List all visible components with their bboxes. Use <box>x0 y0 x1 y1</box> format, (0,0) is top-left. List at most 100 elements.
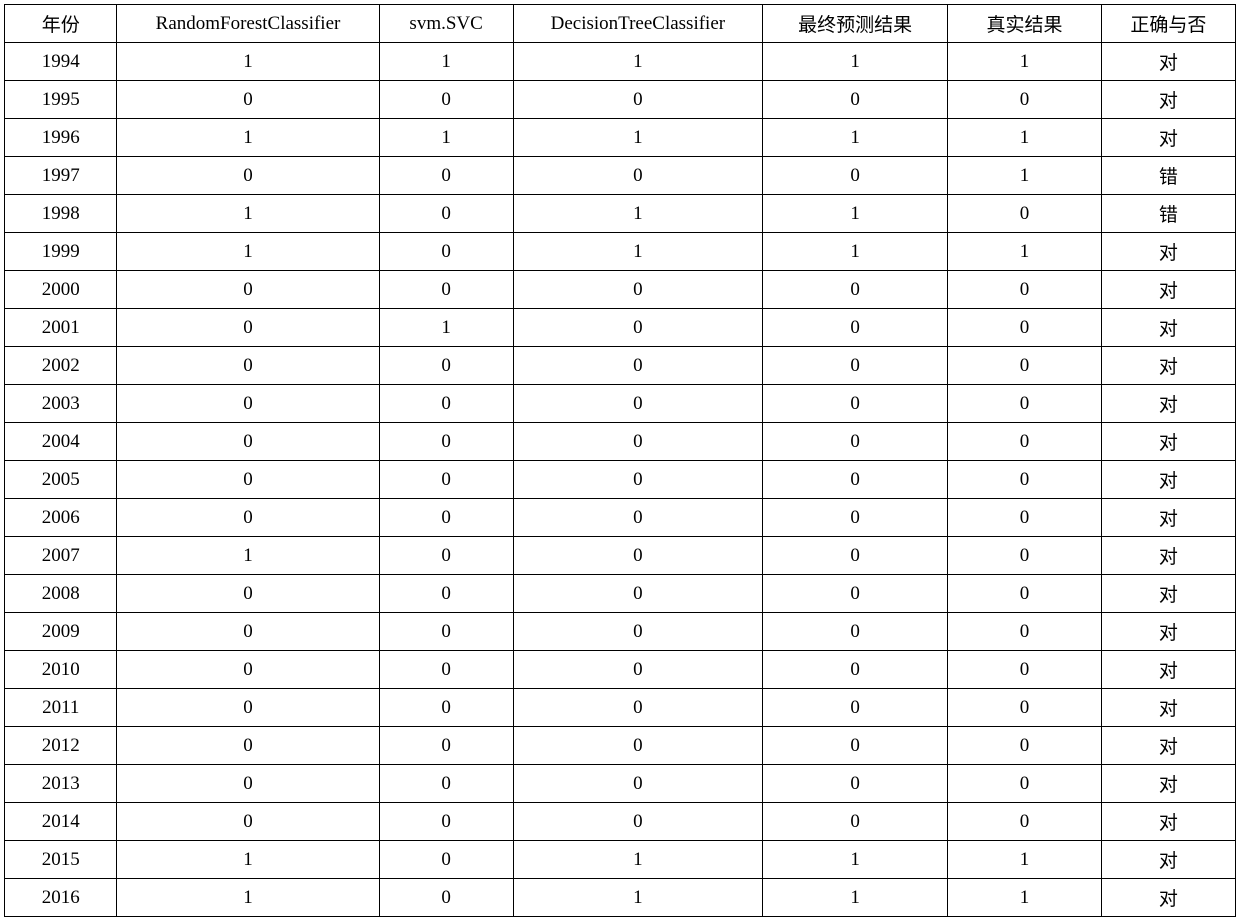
table-row: 199411111对 <box>5 43 1236 81</box>
table-cell: 0 <box>513 803 762 841</box>
table-cell: 2006 <box>5 499 117 537</box>
table-cell: 1 <box>948 233 1101 271</box>
table-cell: 1 <box>379 309 513 347</box>
table-cell: 1 <box>763 119 948 157</box>
table-cell: 0 <box>379 841 513 879</box>
table-cell: 0 <box>948 689 1101 727</box>
table-cell: 0 <box>379 233 513 271</box>
table-cell: 0 <box>117 499 379 537</box>
table-row: 200000000对 <box>5 271 1236 309</box>
table-cell: 2005 <box>5 461 117 499</box>
table-cell: 1994 <box>5 43 117 81</box>
table-cell: 0 <box>117 651 379 689</box>
table-cell: 2004 <box>5 423 117 461</box>
table-cell: 0 <box>117 461 379 499</box>
table-cell: 0 <box>763 765 948 803</box>
header-cell-6: 正确与否 <box>1101 5 1235 43</box>
table-cell: 1 <box>117 119 379 157</box>
table-cell: 0 <box>513 385 762 423</box>
table-cell: 0 <box>379 271 513 309</box>
table-cell: 0 <box>379 81 513 119</box>
table-cell: 对 <box>1101 575 1235 613</box>
table-cell: 对 <box>1101 537 1235 575</box>
classifier-results-table: 年份RandomForestClassifiersvm.SVCDecisionT… <box>4 4 1236 917</box>
header-cell-4: 最终预测结果 <box>763 5 948 43</box>
table-cell: 对 <box>1101 613 1235 651</box>
table-cell: 0 <box>513 271 762 309</box>
table-cell: 0 <box>117 575 379 613</box>
table-cell: 对 <box>1101 43 1235 81</box>
table-cell: 1 <box>763 879 948 917</box>
table-cell: 2008 <box>5 575 117 613</box>
table-cell: 0 <box>763 803 948 841</box>
table-row: 201200000对 <box>5 727 1236 765</box>
table-cell: 1 <box>117 233 379 271</box>
table-cell: 1 <box>513 43 762 81</box>
table-cell: 0 <box>379 689 513 727</box>
table-cell: 0 <box>513 347 762 385</box>
table-cell: 0 <box>513 575 762 613</box>
table-cell: 0 <box>379 347 513 385</box>
table-cell: 0 <box>763 499 948 537</box>
table-cell: 0 <box>948 803 1101 841</box>
table-row: 200500000对 <box>5 461 1236 499</box>
table-row: 200200000对 <box>5 347 1236 385</box>
table-cell: 0 <box>379 157 513 195</box>
table-cell: 0 <box>948 461 1101 499</box>
table-cell: 1 <box>513 233 762 271</box>
table-cell: 1 <box>763 233 948 271</box>
table-cell: 0 <box>379 423 513 461</box>
table-cell: 1996 <box>5 119 117 157</box>
table-cell: 0 <box>379 575 513 613</box>
table-cell: 0 <box>948 537 1101 575</box>
table-cell: 1 <box>513 119 762 157</box>
table-cell: 0 <box>379 461 513 499</box>
table-cell: 0 <box>763 575 948 613</box>
header-cell-2: svm.SVC <box>379 5 513 43</box>
table-cell: 0 <box>513 423 762 461</box>
table-cell: 1 <box>948 841 1101 879</box>
table-cell: 0 <box>763 81 948 119</box>
table-cell: 2016 <box>5 879 117 917</box>
table-cell: 0 <box>763 727 948 765</box>
table-cell: 对 <box>1101 689 1235 727</box>
table-cell: 0 <box>948 765 1101 803</box>
table-row: 199500000对 <box>5 81 1236 119</box>
table-cell: 0 <box>379 613 513 651</box>
table-cell: 0 <box>763 423 948 461</box>
table-cell: 2013 <box>5 765 117 803</box>
header-cell-5: 真实结果 <box>948 5 1101 43</box>
table-cell: 0 <box>117 727 379 765</box>
table-cell: 0 <box>948 195 1101 233</box>
table-cell: 错 <box>1101 195 1235 233</box>
table-cell: 1995 <box>5 81 117 119</box>
table-cell: 0 <box>948 423 1101 461</box>
table-cell: 1 <box>379 119 513 157</box>
table-cell: 1 <box>763 43 948 81</box>
table-cell: 对 <box>1101 765 1235 803</box>
table-cell: 对 <box>1101 727 1235 765</box>
table-cell: 1999 <box>5 233 117 271</box>
table-cell: 0 <box>117 157 379 195</box>
table-head: 年份RandomForestClassifiersvm.SVCDecisionT… <box>5 5 1236 43</box>
table-cell: 1 <box>948 157 1101 195</box>
table-cell: 0 <box>379 499 513 537</box>
table-cell: 0 <box>763 271 948 309</box>
table-row: 200900000对 <box>5 613 1236 651</box>
table-cell: 0 <box>513 613 762 651</box>
table-cell: 0 <box>948 727 1101 765</box>
table-cell: 0 <box>379 651 513 689</box>
table-cell: 1 <box>117 537 379 575</box>
table-cell: 0 <box>513 461 762 499</box>
table-cell: 0 <box>948 385 1101 423</box>
table-cell: 0 <box>513 157 762 195</box>
table-cell: 1998 <box>5 195 117 233</box>
table-cell: 0 <box>948 81 1101 119</box>
table-cell: 2000 <box>5 271 117 309</box>
table-cell: 0 <box>948 613 1101 651</box>
table-cell: 0 <box>379 803 513 841</box>
table-cell: 0 <box>513 689 762 727</box>
table-cell: 0 <box>763 689 948 727</box>
table-row: 200800000对 <box>5 575 1236 613</box>
table-row: 199611111对 <box>5 119 1236 157</box>
